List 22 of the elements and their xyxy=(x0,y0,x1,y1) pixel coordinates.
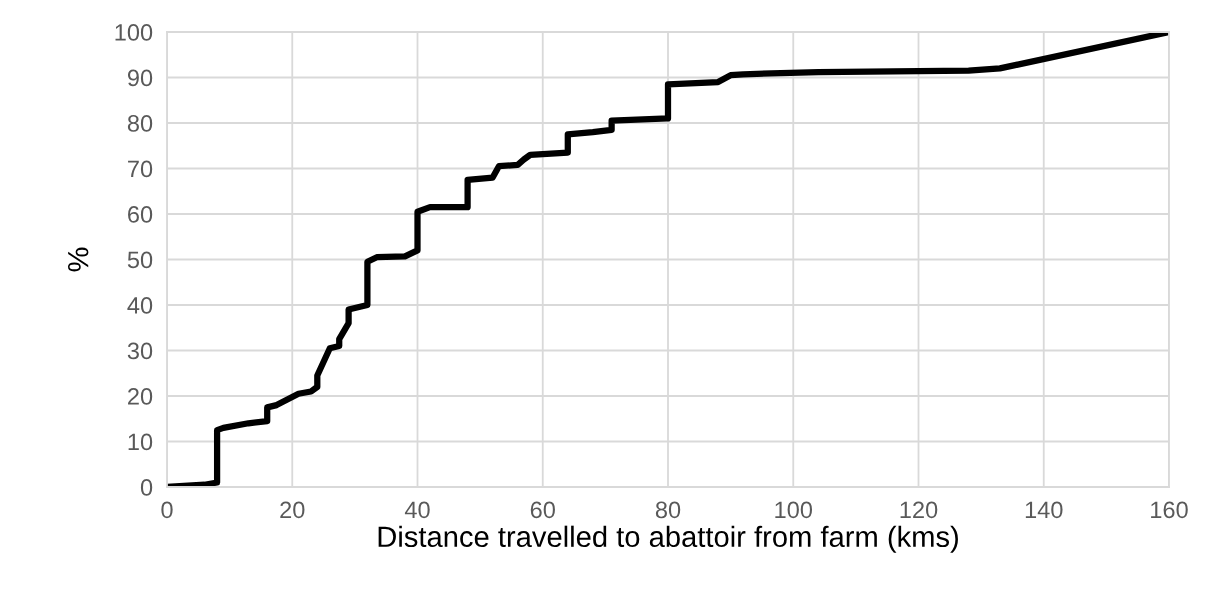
x-tick-label: 120 xyxy=(900,501,938,519)
y-tick-label: 20 xyxy=(128,388,153,405)
x-axis-title: Distance travelled to abattoir from farm (kms) xyxy=(378,525,958,553)
y-tick-label: 80 xyxy=(127,115,153,132)
x-tick-label: 60 xyxy=(530,501,555,519)
x-tick-label: 40 xyxy=(404,501,430,519)
x-tick-label: 100 xyxy=(775,501,813,519)
y-tick-label: 90 xyxy=(127,69,153,87)
y-tick-label: 70 xyxy=(128,160,153,178)
x-tick-label: 20 xyxy=(280,501,305,519)
x-tick-label: 0 xyxy=(161,501,173,519)
y-tick-label: 40 xyxy=(127,297,153,314)
y-axis-title: % xyxy=(67,247,89,272)
x-tick-label: 140 xyxy=(1025,501,1063,519)
y-tick-label: 50 xyxy=(127,251,153,269)
x-tick-label: 80 xyxy=(655,501,681,519)
y-tick-label: 60 xyxy=(128,206,153,223)
x-tick-label: 160 xyxy=(1151,501,1188,519)
y-tick-label: 10 xyxy=(128,433,153,451)
y-tick-label: 0 xyxy=(140,479,153,496)
y-tick-label: 100 xyxy=(115,24,153,41)
y-tick-label: 30 xyxy=(127,342,153,360)
